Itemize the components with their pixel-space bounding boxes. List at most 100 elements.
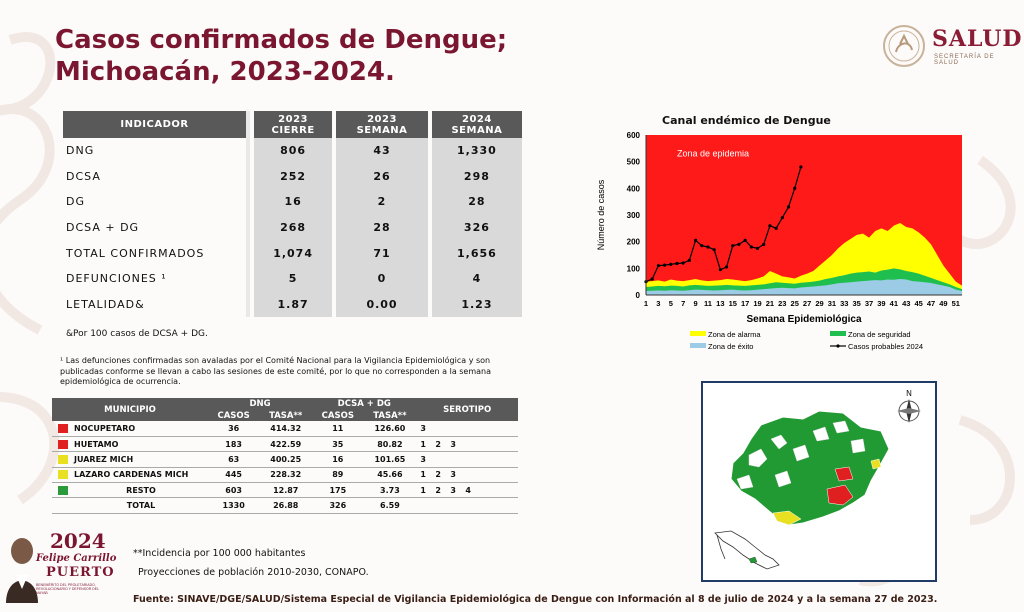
municipio-name: JUAREZ MICH xyxy=(68,451,208,468)
serotipo-value: 3 xyxy=(450,470,456,480)
serotipos: 3 xyxy=(416,421,518,437)
header-serotipo: SEROTIPO xyxy=(416,398,518,421)
map-svg: N xyxy=(714,389,921,570)
dcsa-tasa: 126.60 xyxy=(363,421,417,437)
value-2023-cierre: 5 xyxy=(249,265,335,292)
cases-2024-point xyxy=(780,216,784,220)
cases-2024-point xyxy=(774,226,778,230)
cases-2024-point xyxy=(656,264,660,268)
indicator-row: DNG 806 43 1,330 xyxy=(63,138,522,164)
cases-2024-point xyxy=(712,248,716,252)
municipio-name: HUETAMO xyxy=(68,436,208,453)
cases-2024-point xyxy=(786,205,791,209)
x-tick-label: 3 xyxy=(656,299,660,308)
cases-2024-point xyxy=(718,268,722,272)
legend-swatch xyxy=(690,343,706,348)
legend-swatch xyxy=(690,331,706,336)
value-2023-semana: 26 xyxy=(332,163,430,190)
serotipos xyxy=(416,497,518,514)
dng-casos: 63 xyxy=(208,451,260,468)
epidemic-zone-label: Zona de epidemia xyxy=(677,148,749,158)
salud-subtitle: SECRETARÍA DE SALUD xyxy=(934,54,995,66)
risk-color-swatch xyxy=(58,470,68,480)
indicator-row: LETALIDAD& 1.87 0.00 1.23 xyxy=(63,291,522,318)
header-dcsa-tasa: TASA** xyxy=(363,410,417,421)
eagle-seal-icon xyxy=(883,25,925,67)
value-2024-semana: 1.23 xyxy=(427,291,522,318)
x-tick-label: 1 xyxy=(644,299,648,308)
cases-2024-point xyxy=(731,244,735,248)
serotipo-value: 2 xyxy=(435,439,441,449)
brand-name: Felipe Carrillo xyxy=(36,553,117,564)
risk-color-swatch xyxy=(58,485,68,495)
chart-title: Canal endémico de Dengue xyxy=(662,114,831,127)
value-2024-semana: 28 xyxy=(427,189,522,215)
serotipo-value: 4 xyxy=(465,485,471,495)
dcsa-tasa: 101.65 xyxy=(363,451,417,468)
cases-2024-point xyxy=(793,186,797,190)
x-tick-label: 29 xyxy=(815,299,823,308)
anniversary-brand: 2024 Felipe Carrillo PUERTO BENEMÉRITO D… xyxy=(0,525,116,612)
x-tick-label: 13 xyxy=(716,299,724,308)
risk-color-swatch xyxy=(58,439,68,449)
cases-2024-point xyxy=(650,277,654,281)
municipio-row: NOCUPETARO 36 414.32 11 126.60 3 xyxy=(52,421,518,437)
compass-north-label: N xyxy=(906,389,912,398)
dcsa-tasa: 6.59 xyxy=(363,497,417,514)
y-tick-label: 200 xyxy=(627,238,641,247)
x-tick-label: 33 xyxy=(840,299,848,308)
dcsa-casos: 35 xyxy=(312,436,364,453)
x-tick-label: 23 xyxy=(778,299,786,308)
value-2023-semana: 28 xyxy=(332,214,430,241)
dcsa-casos: 11 xyxy=(312,421,364,437)
serotipo-value: 3 xyxy=(450,485,456,495)
dcsa-casos: 89 xyxy=(312,467,364,484)
dng-tasa: 228.32 xyxy=(259,467,313,484)
dng-tasa: 26.88 xyxy=(259,497,313,514)
legend-label: Zona de alarma xyxy=(708,330,761,339)
municipio-row: TOTAL 1330 26.88 326 6.59 xyxy=(52,497,518,514)
dcsa-casos: 175 xyxy=(312,482,364,499)
cases-2024-point xyxy=(749,245,753,249)
title-line-1: Casos confirmados de Dengue; xyxy=(55,25,508,55)
dcsa-tasa: 80.82 xyxy=(363,436,417,453)
indicator-label: TOTAL CONFIRMADOS xyxy=(66,246,205,260)
dcsa-casos: 326 xyxy=(312,497,364,514)
indicator-row: TOTAL CONFIRMADOS 1,074 71 1,656 xyxy=(63,240,522,266)
header-2023-cierre: 2023 CIERRE xyxy=(249,111,335,138)
legend-label: Casos probables 2024 xyxy=(848,342,923,351)
header-dng-casos: CASOS xyxy=(208,410,260,421)
cases-2024-point xyxy=(743,238,747,242)
x-tick-label: 11 xyxy=(704,299,712,308)
michoacan-map: N xyxy=(701,381,937,582)
legend-label: Zona de seguridad xyxy=(848,330,911,339)
indicator-row: DCSA 252 26 298 xyxy=(63,163,522,190)
dng-tasa: 12.87 xyxy=(259,482,313,499)
cases-2024-point xyxy=(706,245,710,249)
y-tick-label: 500 xyxy=(627,158,641,167)
indicator-row: DCSA + DG 268 28 326 xyxy=(63,214,522,241)
cases-2024-point xyxy=(799,165,803,169)
y-tick-label: 600 xyxy=(627,131,641,140)
municipio-row: LAZARO CARDENAS MICH 445 228.32 89 45.66 1 2 3 xyxy=(52,467,518,484)
legend-label: Zona de éxito xyxy=(708,342,753,351)
dng-tasa: 400.25 xyxy=(259,451,313,468)
dng-casos: 445 xyxy=(208,467,260,484)
endemic-channel-chart: Canal endémico de Dengue Zona de epidemi… xyxy=(590,108,980,358)
brand-tagline: BENEMÉRITO DEL PROLETARIADO, REVOLUCIONA… xyxy=(36,583,99,595)
page-title: Casos confirmados de Dengue; Michoacán, … xyxy=(55,24,507,88)
indicator-label: DEFUNCIONES ¹ xyxy=(66,272,167,286)
dcsa-tasa: 3.73 xyxy=(363,482,417,499)
serotipos: 3 xyxy=(416,451,518,468)
x-tick-label: 47 xyxy=(927,299,935,308)
cases-2024-point xyxy=(700,244,704,248)
x-tick-label: 5 xyxy=(669,299,673,308)
cases-2024-point xyxy=(768,224,772,228)
cases-2024-point xyxy=(687,258,691,262)
header-municipio: MUNICIPIO xyxy=(52,398,208,421)
dng-casos: 36 xyxy=(208,421,260,437)
indicator-label: DCSA + DG xyxy=(66,221,140,235)
